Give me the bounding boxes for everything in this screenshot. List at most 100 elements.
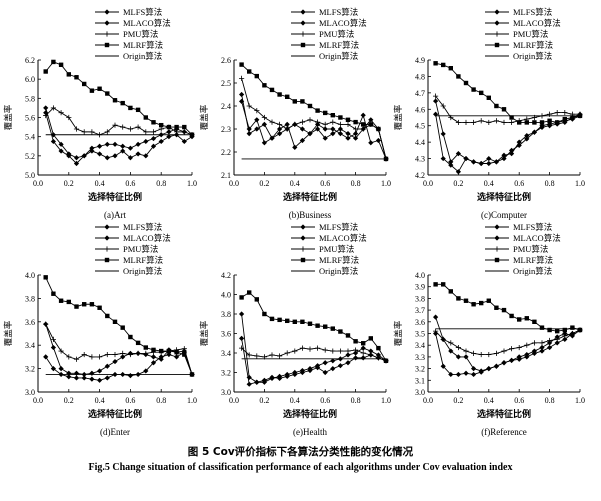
x-tick-label: 0.0 [423,179,433,188]
data-point [43,105,49,111]
data-point [143,129,149,135]
data-point [478,368,484,374]
data-point [330,348,336,354]
data-point [517,317,522,322]
legend-marker [300,9,306,15]
data-point [471,350,477,356]
data-point [43,321,49,327]
legend-label: MLFS算法 [513,7,552,17]
chart-panel-4: 0.0 0.2 0.4 0.6 0.8 1.0 3.0 3.2 3.4 3.6 3.8 4.0 覆盖率选… [3,222,197,437]
data-point [315,345,321,351]
data-point [127,373,133,379]
data-point [66,370,72,376]
data-point [463,348,469,354]
series-line-3 [435,95,580,123]
data-point [89,129,95,135]
data-point [463,80,469,86]
data-point [97,354,103,360]
data-point [330,358,336,364]
data-point [58,141,64,147]
y-tick-label: 3.2 [25,365,35,374]
legend-marker [494,224,500,230]
data-point [360,350,366,356]
data-point [97,305,102,310]
data-point [577,327,583,333]
legend-marker [104,20,110,26]
data-point [524,136,530,142]
y-tick-label: 4.0 [221,291,231,300]
legend-label: MLRF算法 [123,40,163,50]
legend-label: Origin算法 [513,266,552,276]
data-point [151,120,156,125]
x-tick-label: 0.2 [453,179,463,188]
y-tick-label: 6.0 [25,75,35,84]
legend-marker [104,235,110,241]
data-point [547,327,552,333]
data-point [120,148,126,154]
data-point [89,302,95,307]
data-point [150,354,157,360]
data-point [112,122,118,128]
data-point [486,155,492,162]
data-point [433,111,439,117]
legend-marker [300,31,306,37]
data-point [440,131,446,137]
data-point [159,122,164,128]
series-line-4 [435,283,581,332]
data-point [299,367,305,374]
data-point [104,141,110,147]
data-point [97,86,102,91]
data-point [135,340,141,346]
x-tick-label: 0.6 [125,179,135,188]
data-point [73,155,80,161]
series-line-4 [241,64,387,160]
data-point [58,148,64,154]
data-point [531,129,537,135]
data-point [555,328,560,334]
data-point [135,151,141,157]
data-point [97,377,103,383]
data-point [554,336,560,342]
legend-marker [104,246,110,252]
data-point [315,363,321,369]
data-point [174,124,179,130]
data-point [493,118,499,124]
x-axis-label: 选择特征比例 [88,191,142,203]
data-point [448,289,453,294]
data-point [284,371,290,378]
x-tick-label: 0.2 [64,179,74,188]
chart-panel-2: 0.0 0.2 0.4 0.6 0.8 1.0 2.1 2.2 2.3 2.4 2.5 2.6 覆盖率选… [199,7,391,220]
x-tick-label: 1.0 [187,179,197,188]
data-point [486,351,492,358]
data-point [307,321,313,326]
data-point [337,348,343,354]
legend-label: MLFS算法 [513,222,552,232]
data-point [433,282,438,287]
data-point [509,115,514,120]
data-point [51,59,56,65]
x-tick-label: 0.0 [33,396,43,405]
data-point [353,347,359,353]
data-point [337,121,343,127]
data-point [261,140,267,146]
data-point [120,100,125,106]
data-point [127,145,133,151]
data-point [516,344,522,351]
data-point [479,90,484,96]
data-point [433,98,439,104]
data-point [368,336,373,341]
data-point [353,131,359,137]
data-point [509,357,515,364]
y-tick-label: 3.5 [415,330,425,339]
y-tick-label: 4.0 [25,271,35,280]
legend-label: MLRF算法 [319,40,359,50]
data-point [554,109,560,116]
data-point [375,355,381,361]
data-point [478,160,484,167]
data-point [463,298,469,303]
x-tick-label: 0.2 [64,396,74,405]
data-point [345,131,351,137]
data-point [471,366,477,372]
